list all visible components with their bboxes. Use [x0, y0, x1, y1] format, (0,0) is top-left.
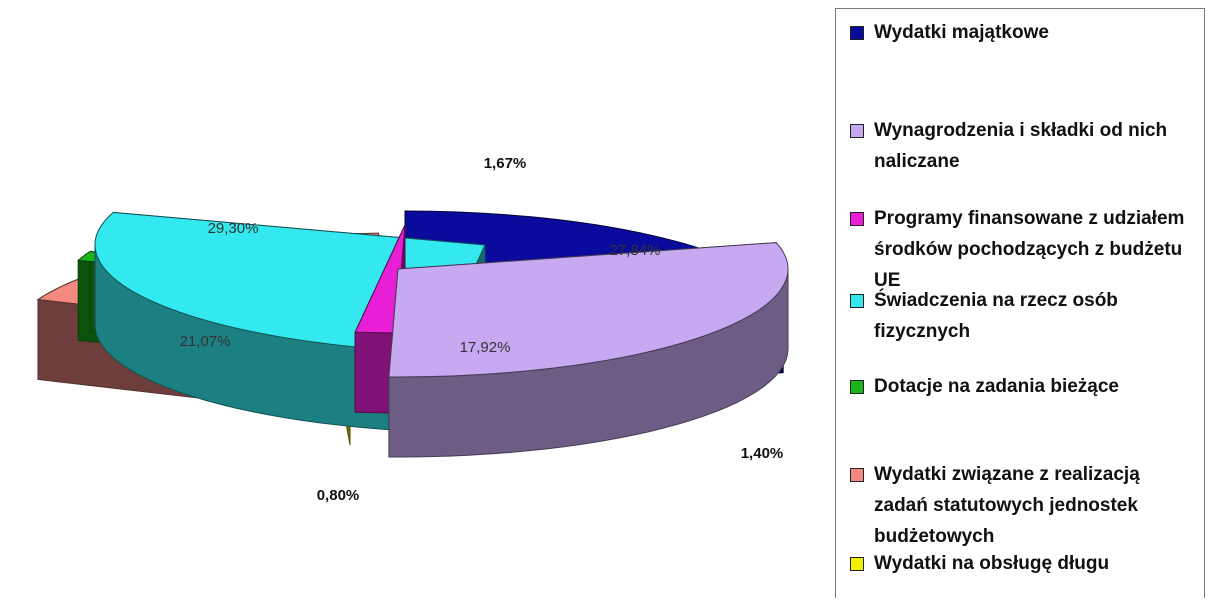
legend-swatch — [850, 212, 864, 226]
legend-swatch — [850, 124, 864, 138]
legend-swatch — [850, 26, 864, 40]
data-label: 27,84% — [610, 242, 661, 259]
legend-item: Wydatki majątkowe — [850, 22, 1195, 48]
legend: Wydatki majątkowe Wynagrodzenia i składk… — [835, 8, 1205, 598]
legend-item: Wydatki związane z realizacją zadań stat… — [850, 464, 1195, 552]
data-label: 17,92% — [460, 339, 511, 356]
data-label: 0,80% — [317, 487, 360, 504]
legend-label: Programy finansowane z udziałem środków … — [874, 208, 1185, 291]
legend-item: Programy finansowane z udziałem środków … — [850, 208, 1195, 296]
legend-swatch — [850, 468, 864, 482]
legend-label: Wydatki majątkowe — [874, 22, 1049, 43]
legend-swatch — [850, 380, 864, 394]
legend-label: Dotacje na zadania bieżące — [874, 376, 1119, 397]
legend-label: Wydatki na obsługę długu — [874, 553, 1110, 574]
legend-item: Wynagrodzenia i składki od nich naliczan… — [850, 120, 1195, 177]
legend-item: Świadczenia na rzecz osób fizycznych — [850, 290, 1195, 347]
data-label: 21,07% — [180, 333, 231, 350]
legend-swatch — [850, 557, 864, 571]
legend-item: Wydatki na obsługę długu — [850, 553, 1195, 579]
data-label: 1,40% — [741, 445, 784, 462]
pie-chart: 21,07% 29,30% 1,67% 27,84% 1,40% 17,92% 0,80% — [36, 155, 789, 504]
data-label: 1,67% — [484, 155, 527, 172]
legend-label: Wynagrodzenia i składki od nich naliczan… — [874, 120, 1168, 172]
data-label: 29,30% — [208, 220, 259, 237]
pie-slice — [388, 242, 789, 458]
legend-swatch — [850, 294, 864, 308]
legend-label: Wydatki związane z realizacją zadań stat… — [874, 464, 1140, 547]
legend-item: Dotacje na zadania bieżące — [850, 376, 1195, 402]
legend-label: Świadczenia na rzecz osób fizycznych — [874, 290, 1118, 342]
